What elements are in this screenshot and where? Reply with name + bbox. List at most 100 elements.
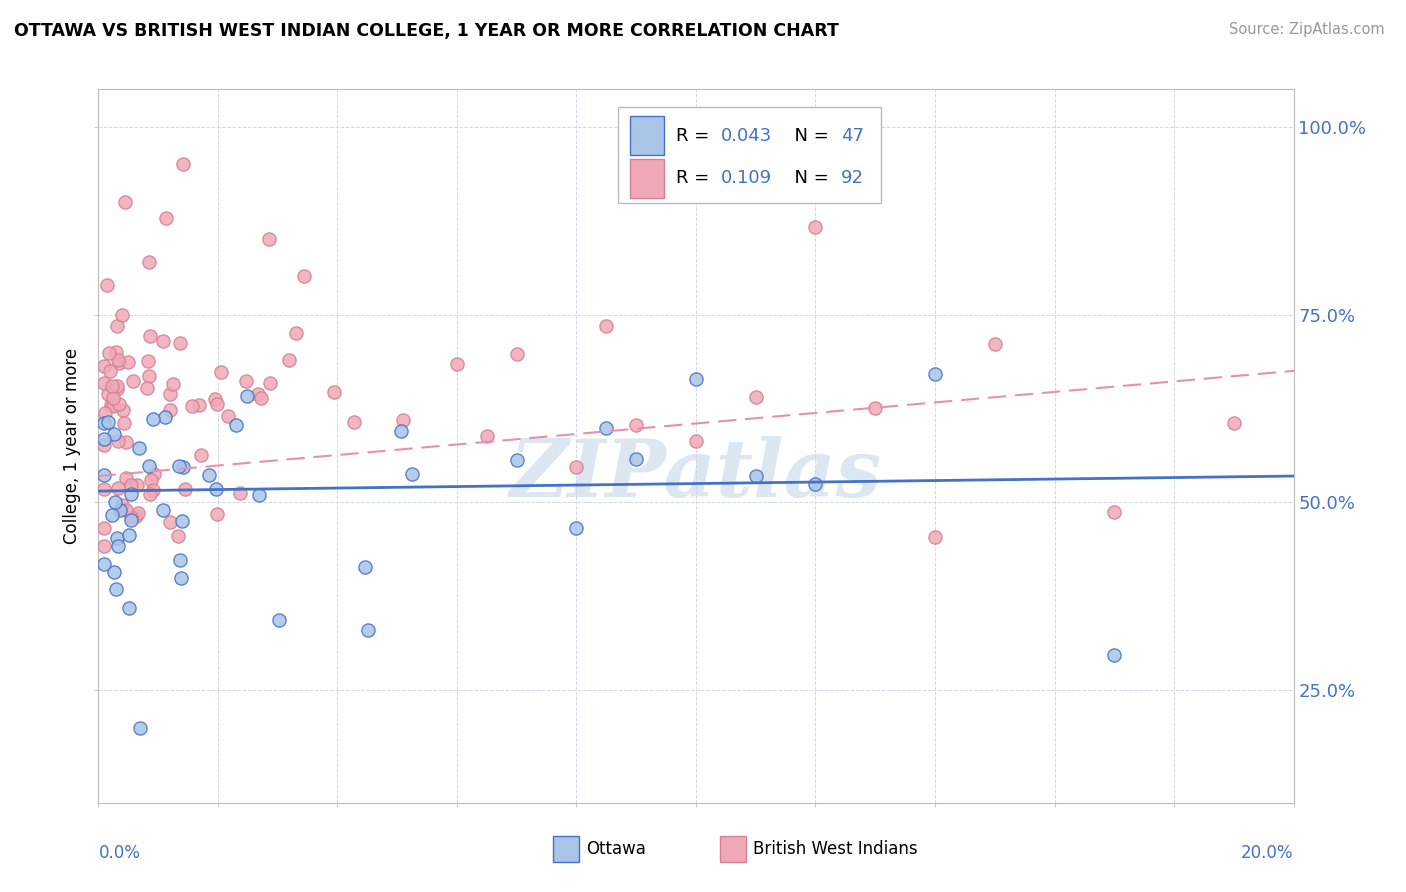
Point [924, 530, 946, 544]
Point [135, 381, 157, 395]
Point [138, 369, 160, 384]
Point [93, 521, 115, 535]
Point [204, 392, 226, 406]
Text: ZIPatlas: ZIPatlas [510, 436, 882, 513]
Point [401, 467, 423, 482]
Point [389, 424, 412, 438]
Point [565, 520, 588, 534]
Point [197, 467, 219, 482]
Point [235, 389, 257, 403]
Point [506, 347, 529, 361]
Point [97, 415, 120, 429]
Point [159, 402, 181, 417]
Text: 0.0%: 0.0% [98, 844, 141, 862]
Point [247, 488, 270, 502]
Point [172, 459, 194, 474]
Point [292, 268, 315, 283]
Point [205, 396, 228, 410]
Point [153, 410, 176, 425]
Point [685, 434, 707, 449]
Point [120, 510, 142, 524]
Point [100, 398, 122, 412]
Text: N =: N = [783, 127, 835, 145]
Point [108, 502, 131, 516]
Text: 47: 47 [841, 127, 863, 145]
Point [391, 413, 413, 427]
Point [139, 473, 162, 487]
Point [190, 448, 212, 462]
Point [93, 468, 115, 483]
Point [172, 514, 194, 528]
Point [93, 359, 115, 373]
Point [475, 428, 498, 442]
Point [169, 336, 191, 351]
Point [162, 376, 184, 391]
Point [229, 486, 252, 500]
Point [94, 406, 117, 420]
Point [354, 560, 377, 574]
Text: N =: N = [783, 169, 835, 187]
Text: 0.043: 0.043 [721, 127, 772, 145]
Point [115, 435, 138, 450]
Y-axis label: College, 1 year or more: College, 1 year or more [63, 348, 82, 544]
Point [138, 458, 160, 473]
Point [98, 364, 121, 378]
Point [745, 390, 768, 404]
Point [259, 376, 281, 390]
Point [93, 558, 115, 572]
Point [96, 277, 118, 292]
Point [105, 531, 128, 545]
Point [1104, 648, 1126, 662]
Point [217, 409, 239, 424]
Point [169, 553, 191, 567]
Text: British West Indians: British West Indians [754, 840, 918, 858]
Point [118, 601, 141, 615]
Point [247, 386, 270, 401]
Point [107, 434, 129, 449]
Point [115, 471, 138, 485]
Point [104, 495, 127, 509]
Point [138, 329, 160, 343]
Text: OTTAWA VS BRITISH WEST INDIAN COLLEGE, 1 YEAR OR MORE CORRELATION CHART: OTTAWA VS BRITISH WEST INDIAN COLLEGE, 1… [14, 22, 839, 40]
Text: R =: R = [676, 127, 714, 145]
Point [172, 157, 194, 171]
Point [626, 451, 648, 466]
Point [159, 515, 181, 529]
Point [103, 426, 125, 441]
Point [93, 482, 115, 496]
Point [101, 508, 124, 523]
Point [235, 374, 257, 388]
Text: 0.109: 0.109 [721, 169, 772, 187]
Point [205, 507, 228, 521]
Point [122, 374, 145, 388]
Point [120, 478, 142, 492]
Point [105, 582, 128, 597]
Point [108, 356, 131, 370]
Point [107, 539, 129, 553]
Point [343, 415, 366, 429]
Text: 92: 92 [841, 169, 863, 187]
Point [205, 482, 228, 496]
Point [143, 467, 166, 482]
Point [117, 355, 139, 369]
Point [98, 346, 121, 360]
Point [984, 336, 1007, 351]
Point [174, 482, 197, 496]
Point [105, 345, 128, 359]
Point [93, 433, 115, 447]
Point [745, 469, 768, 483]
Point [159, 386, 181, 401]
Point [105, 319, 128, 334]
Point [111, 403, 134, 417]
Point [112, 416, 135, 430]
Point [685, 371, 707, 385]
Point [595, 421, 617, 435]
Point [257, 232, 280, 246]
Point [209, 365, 232, 379]
Point [155, 211, 177, 226]
Text: 20.0%: 20.0% [1241, 844, 1294, 862]
Point [1104, 505, 1126, 519]
Point [506, 453, 529, 467]
Point [167, 529, 190, 543]
FancyBboxPatch shape [630, 116, 664, 155]
